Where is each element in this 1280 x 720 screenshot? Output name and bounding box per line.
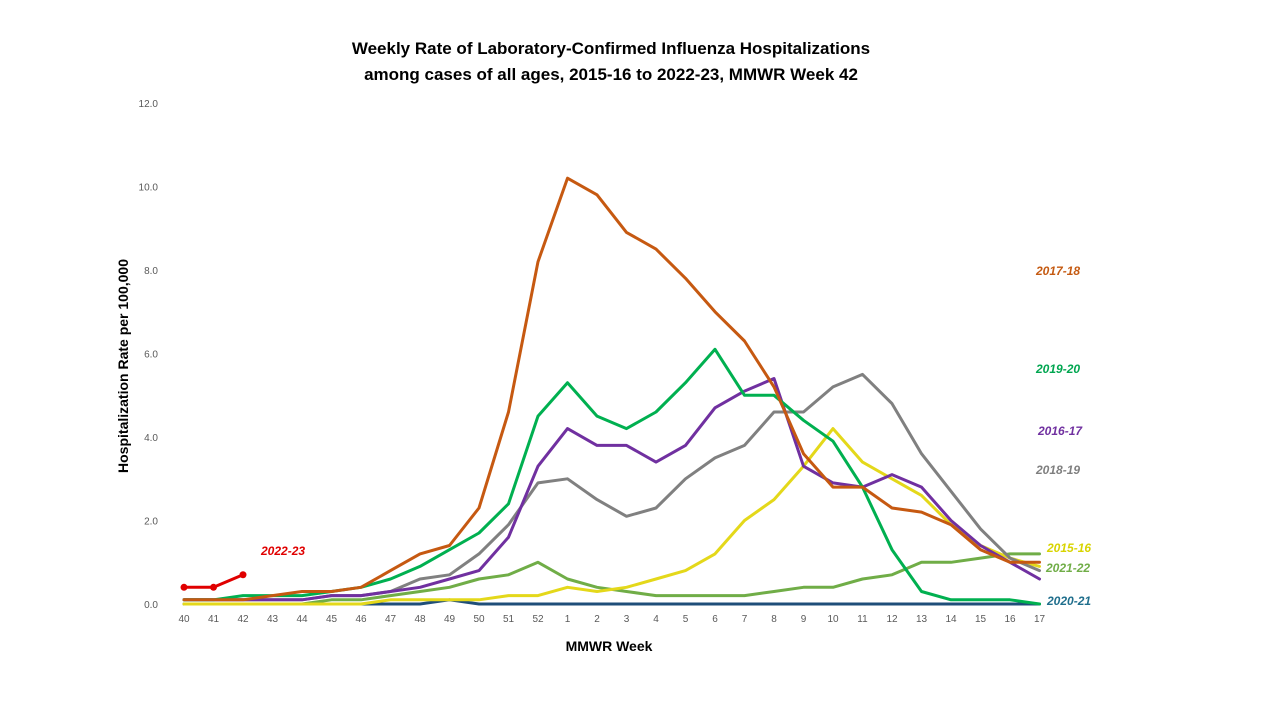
series-markers bbox=[180, 571, 247, 591]
series-label-2022-23: 2022-23 bbox=[260, 544, 305, 558]
x-tick-label: 49 bbox=[444, 614, 456, 625]
chart-subtitle: among cases of all ages, 2015-16 to 2022… bbox=[364, 65, 858, 84]
x-tick-label: 11 bbox=[857, 614, 868, 625]
x-tick-label: 50 bbox=[473, 614, 485, 625]
x-tick-label: 6 bbox=[712, 614, 718, 625]
series-line-2017-18 bbox=[182, 176, 1041, 602]
x-tick-label: 48 bbox=[414, 614, 426, 625]
x-tick-label: 10 bbox=[827, 614, 839, 625]
x-tick-label: 16 bbox=[1004, 614, 1016, 625]
chart-title: Weekly Rate of Laboratory-Confirmed Infl… bbox=[352, 39, 870, 58]
y-tick-label: 8.0 bbox=[144, 266, 158, 277]
series-label-2016-17: 2016-17 bbox=[1037, 424, 1083, 438]
series-label-2019-20: 2019-20 bbox=[1035, 362, 1080, 376]
x-tick-label: 7 bbox=[742, 614, 748, 625]
series-line-2015-16 bbox=[182, 427, 1041, 606]
x-tick-label: 12 bbox=[886, 614, 898, 625]
x-tick-label: 13 bbox=[916, 614, 928, 625]
x-tick-label: 44 bbox=[296, 614, 308, 625]
x-tick-label: 45 bbox=[326, 614, 338, 625]
x-axis-title: MMWR Week bbox=[566, 638, 653, 654]
y-tick-label: 6.0 bbox=[144, 350, 158, 361]
y-tick-label: 0.0 bbox=[144, 600, 158, 611]
x-tick-label: 8 bbox=[771, 614, 777, 625]
x-tick-label: 43 bbox=[267, 614, 279, 625]
y-axis-ticks: 0.0 2.0 4.0 6.0 8.0 10.0 12.0 bbox=[139, 99, 159, 611]
x-tick-label: 15 bbox=[975, 614, 987, 625]
x-tick-label: 41 bbox=[208, 614, 220, 625]
series-label-2018-19: 2018-19 bbox=[1035, 463, 1080, 477]
data-point-2022-23 bbox=[210, 583, 217, 591]
x-tick-label: 42 bbox=[237, 614, 249, 625]
series-lines bbox=[182, 176, 1041, 606]
x-axis-ticks: 40 41 42 43 44 45 46 47 48 49 50 51 52 1 2 3 4 5 6 7 8 9 10 11 1… bbox=[178, 614, 1045, 625]
series-labels: 2020-21 2021-22 2015-16 2018-19 2016-17 2019-… bbox=[260, 264, 1091, 608]
x-tick-label: 40 bbox=[178, 614, 190, 625]
x-tick-label: 51 bbox=[503, 614, 515, 625]
series-label-2015-16: 2015-16 bbox=[1046, 541, 1091, 555]
x-tick-label: 46 bbox=[355, 614, 367, 625]
series-label-2021-22: 2021-22 bbox=[1045, 561, 1090, 575]
x-tick-label: 47 bbox=[385, 614, 397, 625]
x-tick-label: 3 bbox=[624, 614, 630, 625]
data-point-2022-23 bbox=[180, 583, 188, 591]
x-tick-label: 4 bbox=[653, 614, 659, 625]
x-tick-label: 1 bbox=[565, 614, 571, 625]
x-tick-label: 52 bbox=[532, 614, 544, 625]
series-line-2016-17 bbox=[182, 377, 1041, 602]
x-tick-label: 2 bbox=[594, 614, 600, 625]
y-axis-title: Hospitalization Rate per 100,000 bbox=[115, 259, 131, 473]
series-label-2017-18: 2017-18 bbox=[1035, 264, 1080, 278]
data-point-2022-23 bbox=[239, 571, 247, 579]
y-tick-label: 4.0 bbox=[144, 433, 158, 444]
x-tick-label: 5 bbox=[683, 614, 689, 625]
y-tick-label: 12.0 bbox=[139, 99, 159, 110]
x-tick-label: 14 bbox=[945, 614, 957, 625]
x-tick-label: 9 bbox=[801, 614, 807, 625]
y-tick-label: 2.0 bbox=[144, 517, 158, 528]
y-tick-label: 10.0 bbox=[139, 183, 159, 194]
x-tick-label: 17 bbox=[1034, 614, 1046, 625]
series-label-2020-21: 2020-21 bbox=[1046, 594, 1091, 608]
